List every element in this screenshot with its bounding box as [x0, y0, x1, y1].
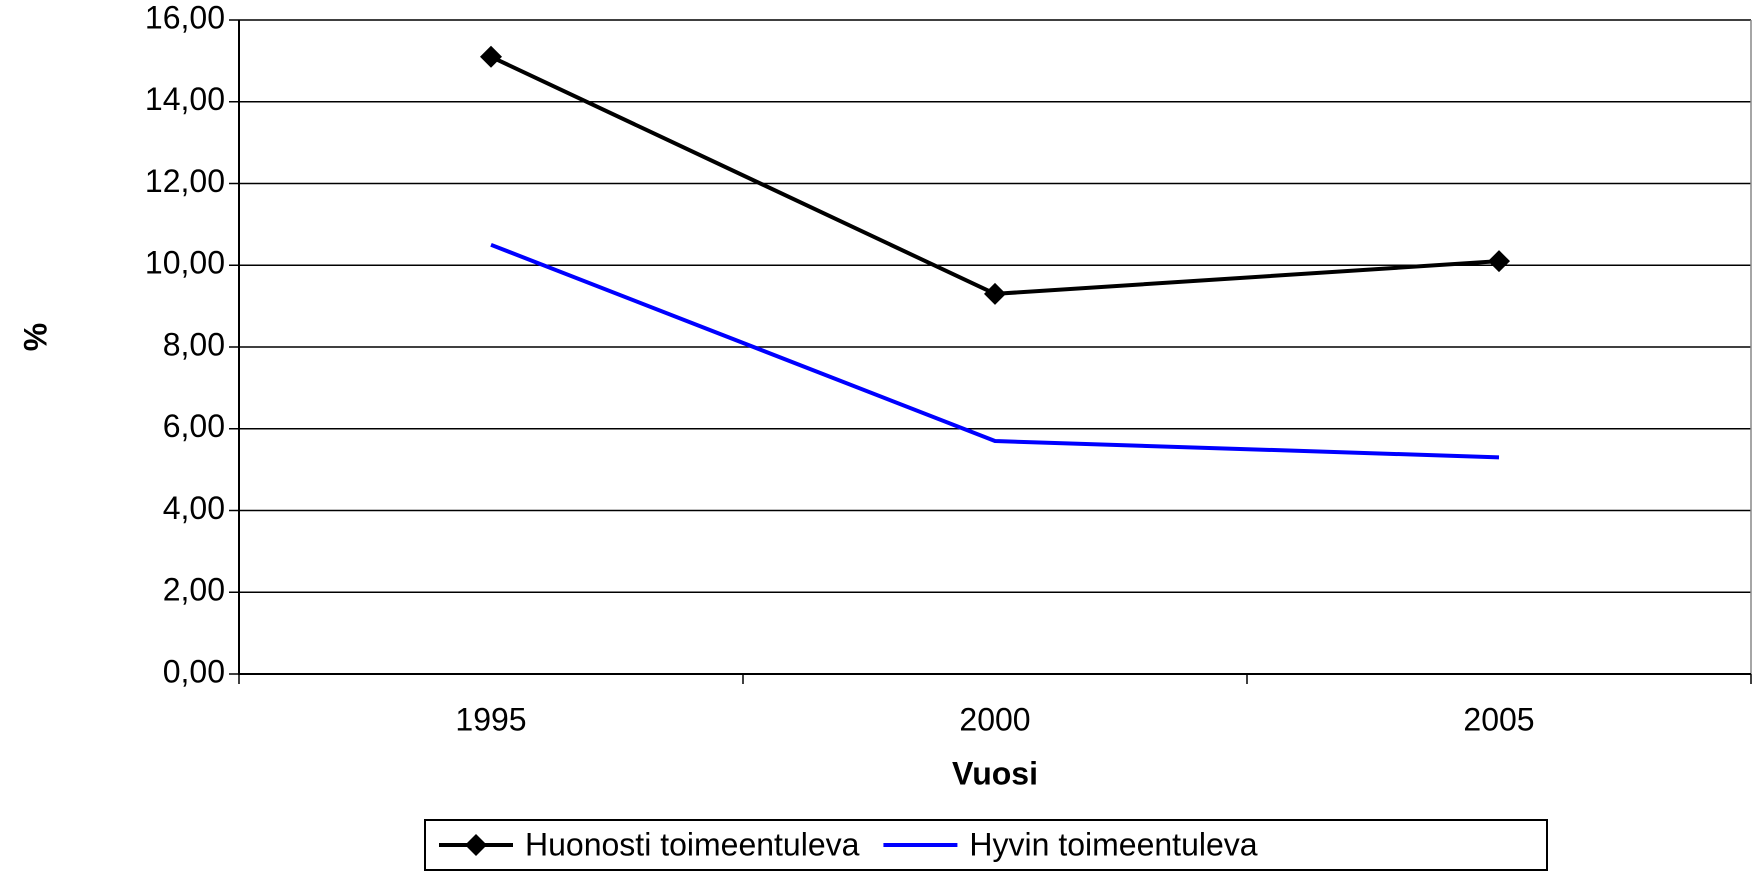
point-marker [480, 45, 502, 68]
point-marker [984, 282, 1006, 305]
x-tick-label: 1995 [455, 701, 526, 737]
legend-marker [465, 834, 487, 856]
x-axis-label: Vuosi [952, 755, 1038, 791]
y-tick-label: 6,00 [163, 408, 225, 444]
legend-label: Huonosti toimeentuleva [525, 826, 860, 862]
x-tick-label: 2005 [1463, 701, 1534, 737]
y-tick-label: 8,00 [163, 326, 225, 362]
y-tick-label: 10,00 [145, 245, 225, 281]
legend-label: Hyvin toimeentuleva [969, 826, 1257, 862]
y-tick-label: 16,00 [145, 0, 225, 35]
y-axis-label: % [17, 323, 53, 351]
series-line [490, 54, 1500, 296]
y-tick-label: 0,00 [163, 653, 225, 689]
y-tick-label: 2,00 [163, 572, 225, 608]
x-tick-label: 2000 [959, 701, 1030, 737]
y-tick-label: 14,00 [145, 81, 225, 117]
y-tick-label: 12,00 [145, 163, 225, 199]
point-marker [1488, 250, 1510, 273]
legend-box [424, 819, 1548, 871]
y-tick-label: 4,00 [163, 490, 225, 526]
series-line [490, 242, 1500, 460]
